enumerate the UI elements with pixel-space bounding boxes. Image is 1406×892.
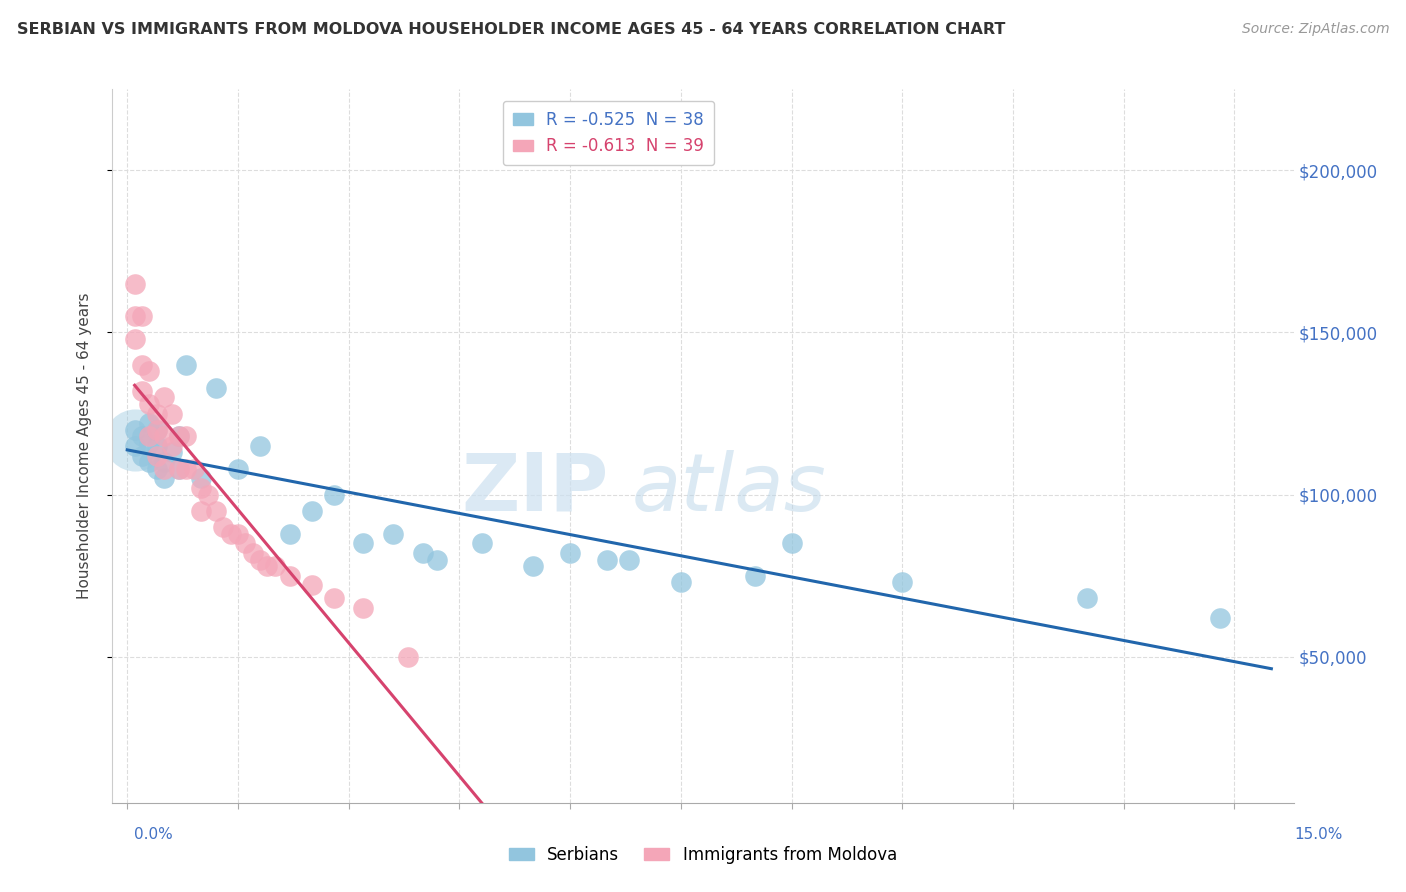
Legend: Serbians, Immigrants from Moldova: Serbians, Immigrants from Moldova xyxy=(502,839,904,871)
Point xyxy=(174,461,197,475)
Point xyxy=(426,552,449,566)
Point xyxy=(219,526,242,541)
Text: atlas: atlas xyxy=(633,450,827,528)
Point xyxy=(470,536,494,550)
Point xyxy=(352,536,374,550)
Point xyxy=(146,449,169,463)
Text: Source: ZipAtlas.com: Source: ZipAtlas.com xyxy=(1241,22,1389,37)
Point xyxy=(153,471,176,485)
Point xyxy=(138,397,160,411)
Point xyxy=(352,601,374,615)
Point xyxy=(560,546,582,560)
Point xyxy=(301,578,323,592)
Point xyxy=(124,332,146,346)
Point xyxy=(146,439,169,453)
Point xyxy=(138,455,160,469)
Point xyxy=(323,591,346,606)
Text: SERBIAN VS IMMIGRANTS FROM MOLDOVA HOUSEHOLDER INCOME AGES 45 - 64 YEARS CORRELA: SERBIAN VS IMMIGRANTS FROM MOLDOVA HOUSE… xyxy=(17,22,1005,37)
Point xyxy=(190,481,212,495)
Point xyxy=(233,536,257,550)
Point xyxy=(138,417,160,431)
Point xyxy=(249,439,271,453)
Legend: R = -0.525  N = 38, R = -0.613  N = 39: R = -0.525 N = 38, R = -0.613 N = 39 xyxy=(503,101,714,165)
Point xyxy=(124,439,146,453)
Point xyxy=(396,649,419,664)
Point xyxy=(197,488,219,502)
Point xyxy=(411,546,433,560)
Point xyxy=(146,423,169,437)
Point xyxy=(212,520,235,534)
Text: ZIP: ZIP xyxy=(461,450,609,528)
Point xyxy=(153,461,176,475)
Point xyxy=(138,429,160,443)
Point xyxy=(146,407,169,421)
Point xyxy=(167,461,190,475)
Point xyxy=(301,504,323,518)
Point xyxy=(131,358,153,372)
Point xyxy=(381,526,405,541)
Point xyxy=(131,449,153,463)
Point xyxy=(160,407,183,421)
Point xyxy=(1076,591,1098,606)
Point xyxy=(174,429,197,443)
Point xyxy=(124,310,146,324)
Point xyxy=(669,575,692,590)
Point xyxy=(167,461,190,475)
Point xyxy=(190,504,212,518)
Point xyxy=(124,433,146,447)
Point xyxy=(190,471,212,485)
Point xyxy=(226,526,249,541)
Point xyxy=(153,429,176,443)
Point xyxy=(153,390,176,404)
Point xyxy=(131,310,153,324)
Point xyxy=(323,488,346,502)
Point xyxy=(205,381,228,395)
Point xyxy=(138,364,160,378)
Point xyxy=(124,277,146,291)
Point xyxy=(619,552,641,566)
Point xyxy=(256,559,278,574)
Text: 0.0%: 0.0% xyxy=(134,827,173,842)
Point xyxy=(780,536,803,550)
Point xyxy=(242,546,264,560)
Point xyxy=(160,445,183,459)
Point xyxy=(205,504,228,518)
Point xyxy=(226,461,249,475)
Point xyxy=(891,575,914,590)
Point xyxy=(167,429,190,443)
Point xyxy=(146,461,169,475)
Point xyxy=(174,358,197,372)
Point xyxy=(1208,611,1232,625)
Point xyxy=(124,423,146,437)
Point xyxy=(278,568,301,582)
Point xyxy=(160,439,183,453)
Y-axis label: Householder Income Ages 45 - 64 years: Householder Income Ages 45 - 64 years xyxy=(77,293,91,599)
Point xyxy=(138,435,160,450)
Point xyxy=(153,455,176,469)
Point xyxy=(131,429,153,443)
Point xyxy=(522,559,544,574)
Point xyxy=(249,552,271,566)
Text: 15.0%: 15.0% xyxy=(1295,827,1343,842)
Point xyxy=(146,423,169,437)
Point xyxy=(278,526,301,541)
Point xyxy=(131,384,153,398)
Point xyxy=(264,559,287,574)
Point xyxy=(744,568,766,582)
Point xyxy=(596,552,619,566)
Point xyxy=(183,461,205,475)
Point xyxy=(167,429,190,443)
